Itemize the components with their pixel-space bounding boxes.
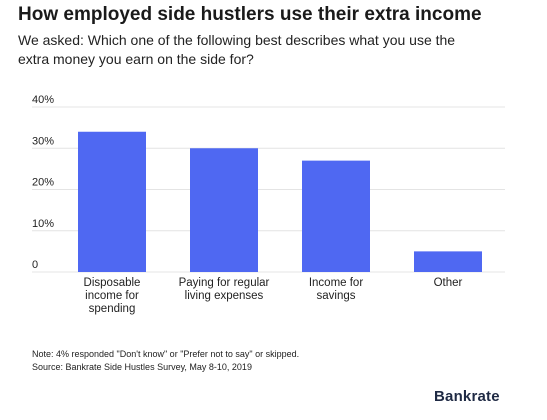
bar [190,148,258,272]
y-tick-label: 30% [32,135,54,147]
y-tick-label: 0 [32,259,38,271]
source-text: Source: Bankrate Side Hustles Survey, Ma… [32,362,252,372]
x-tick-label: Paying for regular living expenses [179,277,270,302]
x-tick-label-line: Disposable [84,277,141,289]
y-tick-label: 40% [32,94,54,106]
y-axis-ticks: 0 10% 20% 30% 40% [32,94,54,271]
y-tick-label: 10% [32,218,54,230]
y-tick-label: 20% [32,177,54,189]
x-tick-label-line: income for [85,290,139,302]
note-text: Note: 4% responded "Don't know" or "Pref… [32,349,300,359]
bar [78,131,146,272]
x-tick-label-line: living expenses [185,290,264,302]
x-tick-label-line: Income for [309,277,363,289]
chart-subtitle: We asked: Which one of the following bes… [18,32,456,67]
x-tick-label: Other [434,277,463,289]
x-tick-label-line: Paying for regular [179,277,270,289]
brand-logo: Bankrate [434,388,500,405]
x-axis-labels: Disposable income for spending Paying for r… [84,277,463,315]
x-tick-label: Disposable income for spending [84,277,141,315]
bar-chart: 0 10% 20% 30% 40% Disposable income for spendi… [32,94,505,315]
x-tick-label-line: Other [434,277,463,289]
x-tick-label-line: savings [317,290,356,302]
bars [78,131,482,272]
bar [302,160,370,272]
chart-notes: Note: 4% responded "Don't know" or "Pref… [32,348,299,374]
bar [414,251,482,272]
x-tick-label-line: spending [89,303,136,315]
chart-title: How employed side hustlers use their ext… [18,4,482,25]
x-tick-label: Income for savings [309,277,363,302]
